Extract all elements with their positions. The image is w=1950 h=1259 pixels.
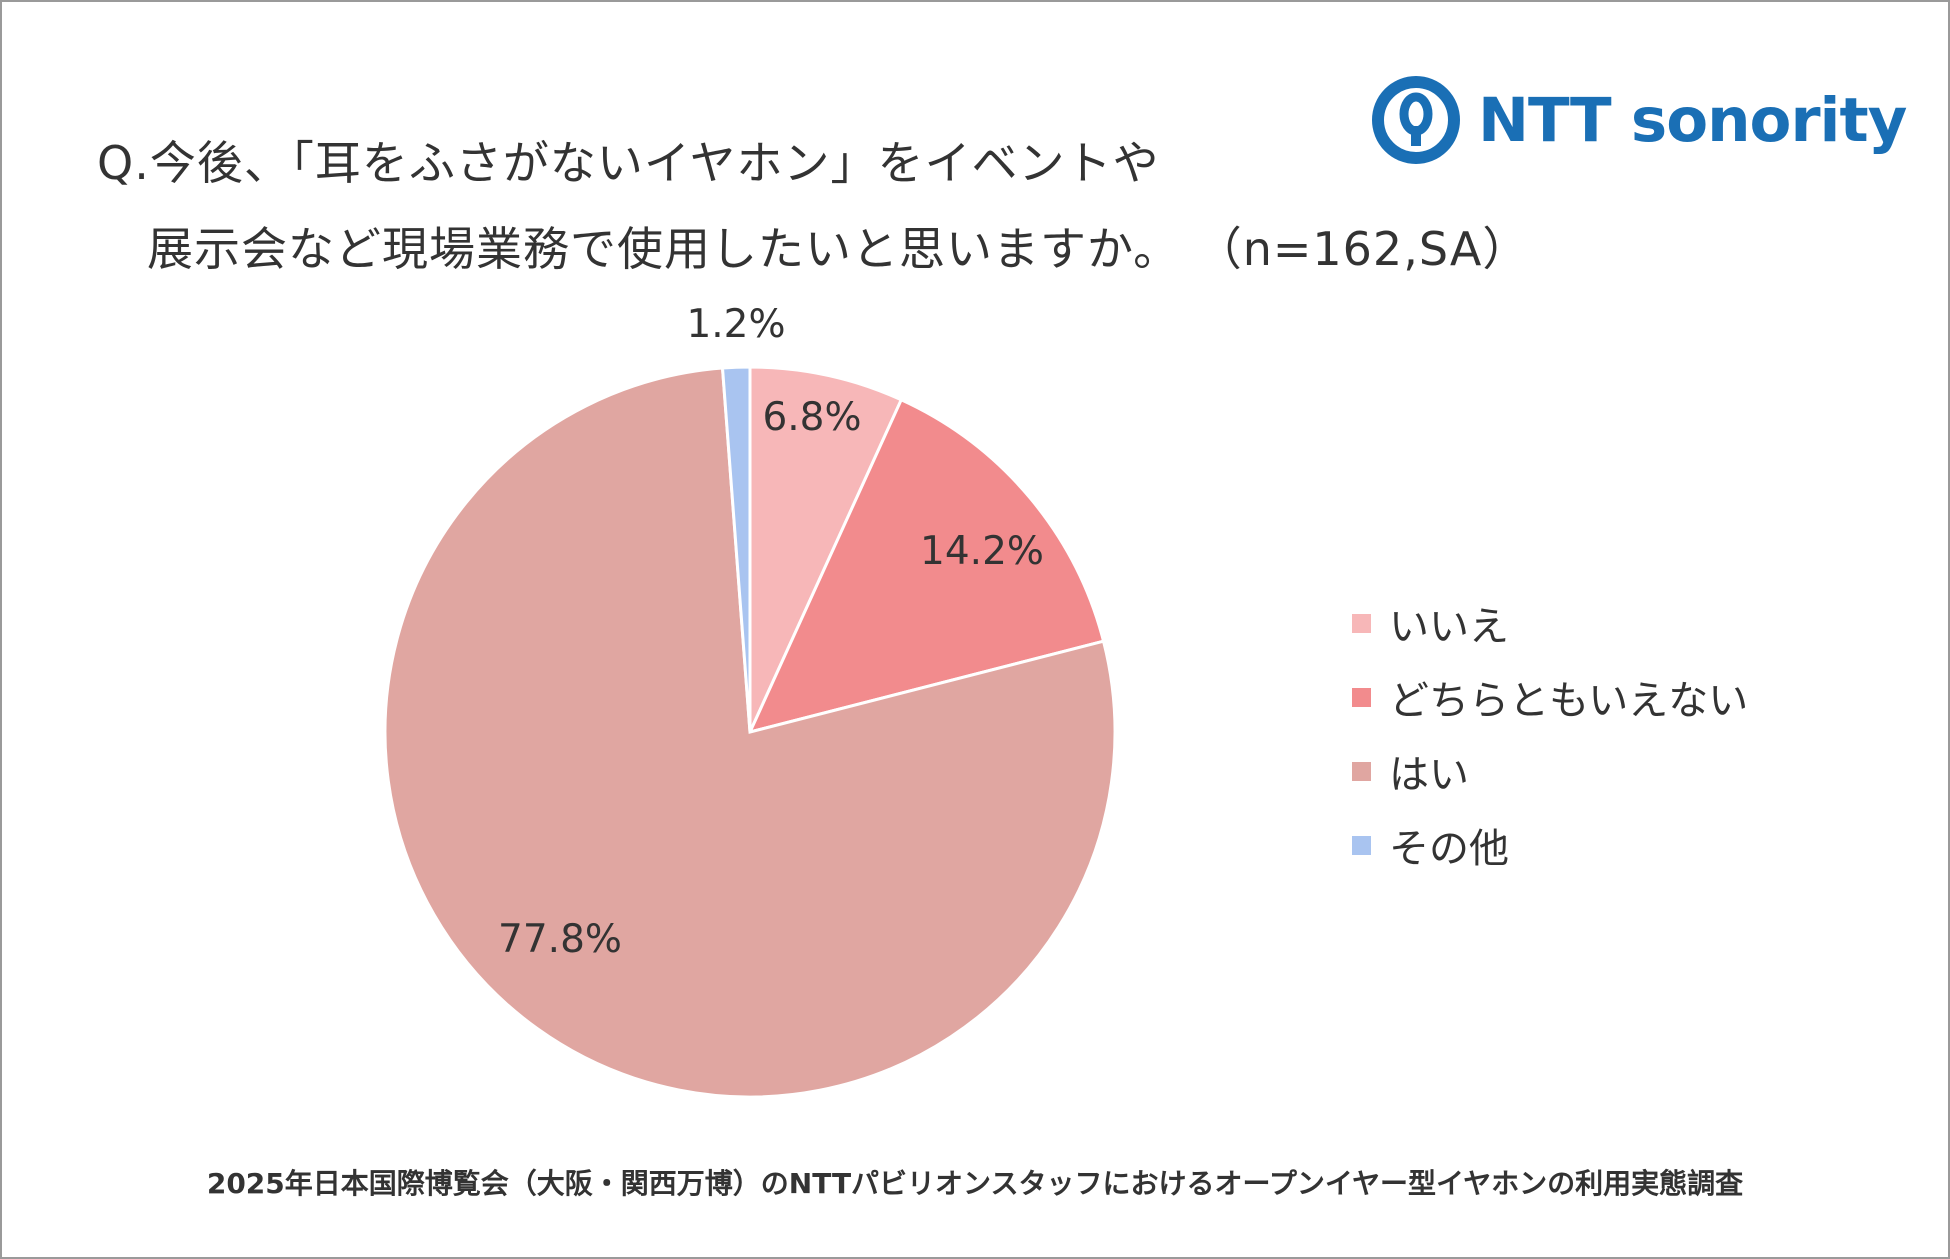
legend-item-no: いいえ [1352, 586, 1748, 660]
legend-item-other: その他 [1352, 808, 1748, 882]
survey-footer: 2025年日本国際博覧会（大阪・関西万博）のNTTパビリオンスタッフにおけるオー… [206, 1167, 1744, 1200]
legend-swatch [1352, 835, 1371, 855]
pie-slice [747, 397, 1106, 735]
slice-data-label: 77.8% [498, 917, 622, 962]
slice-data-label: 14.2% [920, 529, 1044, 574]
legend-label: その他 [1389, 826, 1509, 872]
chart-title: Q.今後、「耳をふさがないイヤホン」をイベントや 展示会など現場業務で使用したい… [97, 120, 1529, 292]
legend-label: いいえ [1389, 604, 1509, 650]
legend-label: はい [1389, 752, 1469, 798]
pie-slice [748, 365, 904, 733]
legend-swatch [1352, 613, 1371, 633]
brand-logo-text: NTT sonority [1478, 84, 1907, 156]
pie-slice [720, 365, 752, 733]
legend-item-neither: どちらともいえない [1352, 660, 1748, 734]
pie-slice [383, 366, 1117, 1099]
brand-logo: NTT sonority [1370, 74, 1907, 166]
slice-data-label: 1.2% [686, 302, 785, 347]
slice-data-label: 6.8% [762, 395, 861, 440]
title-line-1: Q.今後、「耳をふさがないイヤホン」をイベントや [97, 136, 1160, 190]
legend-label: どちらともいえない [1389, 678, 1749, 724]
chart-legend: いいえ どちらともいえない はい その他 [1352, 586, 1748, 882]
ntt-logo-icon [1372, 76, 1460, 164]
legend-item-yes: はい [1352, 734, 1748, 808]
legend-swatch [1352, 687, 1371, 707]
title-line-2: 展示会など現場業務で使用したいと思いますか。 （n=162,SA） [147, 222, 1530, 276]
legend-swatch [1352, 761, 1371, 781]
